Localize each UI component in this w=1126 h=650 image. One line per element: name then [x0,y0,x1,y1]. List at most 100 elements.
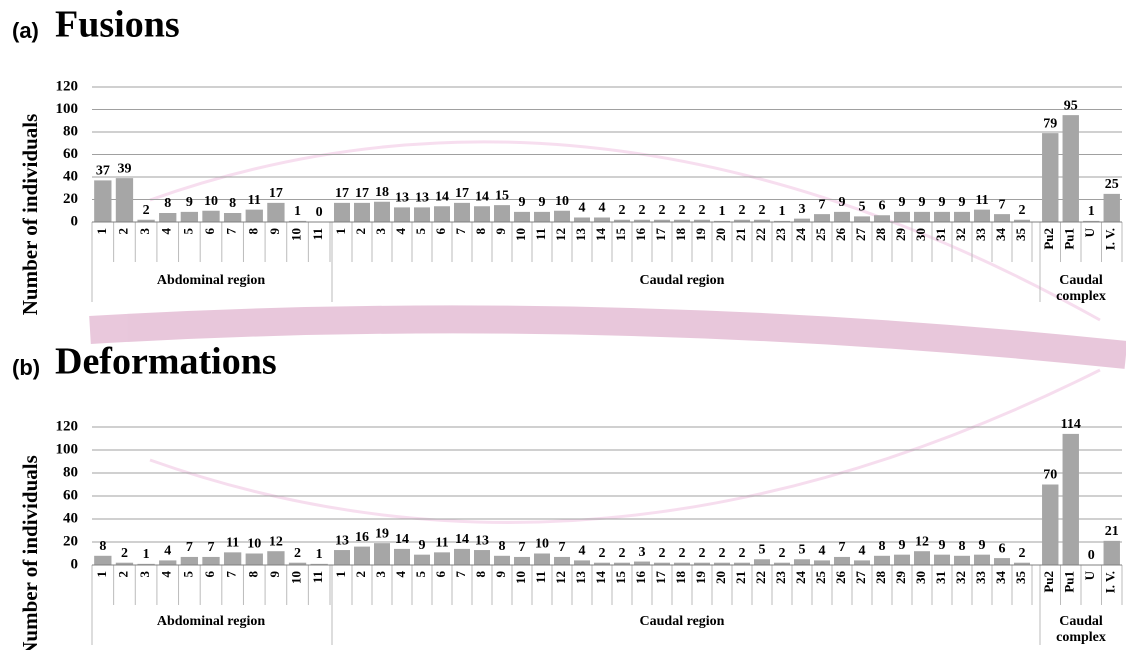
panel-label: (a) [12,18,39,43]
bar [854,216,870,222]
data-label: 1 [316,547,323,562]
bar [934,212,950,222]
data-label: 14 [395,532,409,547]
data-label: 5 [859,200,866,215]
data-label: 15 [495,188,509,203]
bar [514,212,530,222]
bar [594,218,610,223]
x-tick-label: 4 [393,228,408,235]
x-tick-label: 26 [833,228,848,242]
x-tick-label: 5 [180,228,195,235]
data-label: 2 [599,546,606,561]
bar [181,212,198,222]
data-label: 10 [247,537,261,552]
x-tick-label: 24 [793,228,808,242]
x-tick-label: I. V. [1103,228,1118,250]
x-tick-label: 25 [813,228,828,242]
bar [1063,434,1079,565]
data-label: 7 [519,540,526,555]
data-label: 0 [316,205,323,220]
bar [116,178,133,222]
group-label: Caudal complex [1046,614,1116,646]
x-tick-label: Pu1 [1062,228,1077,250]
bar [414,555,430,565]
x-tick-label: 20 [713,228,728,241]
x-tick-label: 31 [933,228,948,241]
data-label: 13 [335,533,349,548]
data-label: 2 [619,546,626,561]
data-label: 11 [248,193,261,208]
data-label: 4 [164,544,171,559]
y-tick-label: 60 [63,146,78,162]
x-tick-label: 27 [853,228,868,242]
x-tick-label: 4 [159,571,174,578]
bar [454,203,470,222]
data-label: 17 [335,186,349,201]
panel-label: (b) [12,355,40,380]
chart-title: Fusions [55,4,180,46]
x-tick-label: 22 [753,228,768,241]
x-tick-label: 23 [773,571,788,585]
x-tick-label: 15 [613,228,628,242]
x-tick-label: 21 [733,228,748,241]
data-label: 2 [143,203,150,218]
bar [834,557,850,565]
data-label: 25 [1105,177,1119,192]
data-label: 9 [959,195,966,210]
x-tick-label: 2 [115,228,130,235]
bar [894,555,910,565]
bar [159,560,176,565]
data-label: 12 [269,534,283,549]
data-label: 2 [739,203,746,218]
bar [954,212,970,222]
data-label: 2 [779,546,786,561]
data-label: 2 [699,546,706,561]
data-label: 18 [375,185,389,200]
data-label: 8 [229,196,236,211]
data-label: 12 [915,534,929,549]
x-tick-label: 29 [893,228,908,242]
data-label: 8 [99,539,106,554]
data-label: 7 [186,540,193,555]
data-label: 8 [164,196,171,211]
data-label: 9 [539,195,546,210]
x-tick-label: 28 [873,571,888,585]
data-label: 2 [679,203,686,218]
x-tick-label: 10 [513,571,528,584]
bar [1104,541,1120,565]
bar [434,552,450,565]
x-tick-label: 8 [473,571,488,578]
x-tick-label: 5 [180,571,195,578]
bar [494,205,510,222]
x-tick-label: 7 [453,571,468,578]
x-tick-label: 7 [453,228,468,235]
data-label: 9 [939,195,946,210]
data-label: 14 [455,532,469,547]
x-tick-label: 3 [373,228,388,235]
x-tick-label: 13 [573,571,588,585]
x-tick-label: 11 [310,571,325,583]
x-tick-label: 17 [653,571,668,585]
bar [974,210,990,222]
data-label: 11 [975,193,988,208]
data-label: 2 [1019,203,1026,218]
data-label: 2 [699,203,706,218]
bar [534,212,550,222]
bar [534,554,550,566]
background-decoration [90,142,1126,523]
x-tick-label: 9 [267,571,282,578]
data-label: 9 [939,538,946,553]
data-label: 2 [1019,546,1026,561]
y-tick-label: 80 [63,464,78,480]
bar [514,557,530,565]
x-tick-label: 1 [333,571,348,578]
data-label: 9 [419,538,426,553]
x-tick-label: 6 [202,571,217,578]
x-tick-label: 3 [137,228,152,235]
y-tick-label: 40 [63,168,78,184]
y-tick-label: 20 [63,533,78,549]
y-tick-label: 100 [56,101,79,117]
bar [574,560,590,565]
data-label: 9 [519,195,526,210]
bar [354,203,370,222]
